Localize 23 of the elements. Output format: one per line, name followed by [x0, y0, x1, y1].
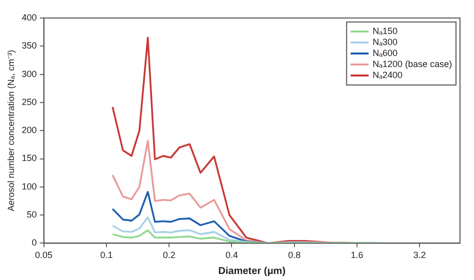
legend-label: Nₐ150	[372, 26, 398, 36]
x-tick-label: 0.1	[100, 250, 113, 260]
legend-label: Nₐ2400	[372, 70, 402, 80]
x-tick-label: 1.6	[350, 250, 364, 260]
x-axis-title: Diameter (μm)	[218, 266, 286, 277]
y-tick-label: 50	[26, 210, 37, 220]
y-tick-label: 400	[22, 12, 37, 22]
y-tick-label: 100	[22, 181, 37, 192]
legend-label: Nₐ600	[372, 48, 398, 58]
x-tick-label: 0.8	[288, 250, 301, 260]
y-tick-label: 0	[32, 238, 37, 248]
y-tick-label: 150	[22, 153, 37, 164]
x-tick-label: 3.2	[413, 250, 426, 260]
y-tick-label: 300	[22, 68, 37, 79]
legend-label: Nₐ1200 (base case)	[372, 58, 452, 69]
y-tick-label: 250	[22, 96, 37, 107]
y-tick-label: 200	[22, 125, 37, 136]
y-axis-title: Aerosol number concentration (Nₐ, cm⁻³)	[6, 50, 16, 212]
x-tick-label: 0.2	[162, 250, 176, 260]
y-tick-label: 350	[22, 40, 37, 51]
x-tick-label: 0.4	[225, 250, 238, 260]
x-tick-label: 0.05	[35, 250, 53, 260]
legend-label: Nₐ300	[372, 36, 398, 47]
